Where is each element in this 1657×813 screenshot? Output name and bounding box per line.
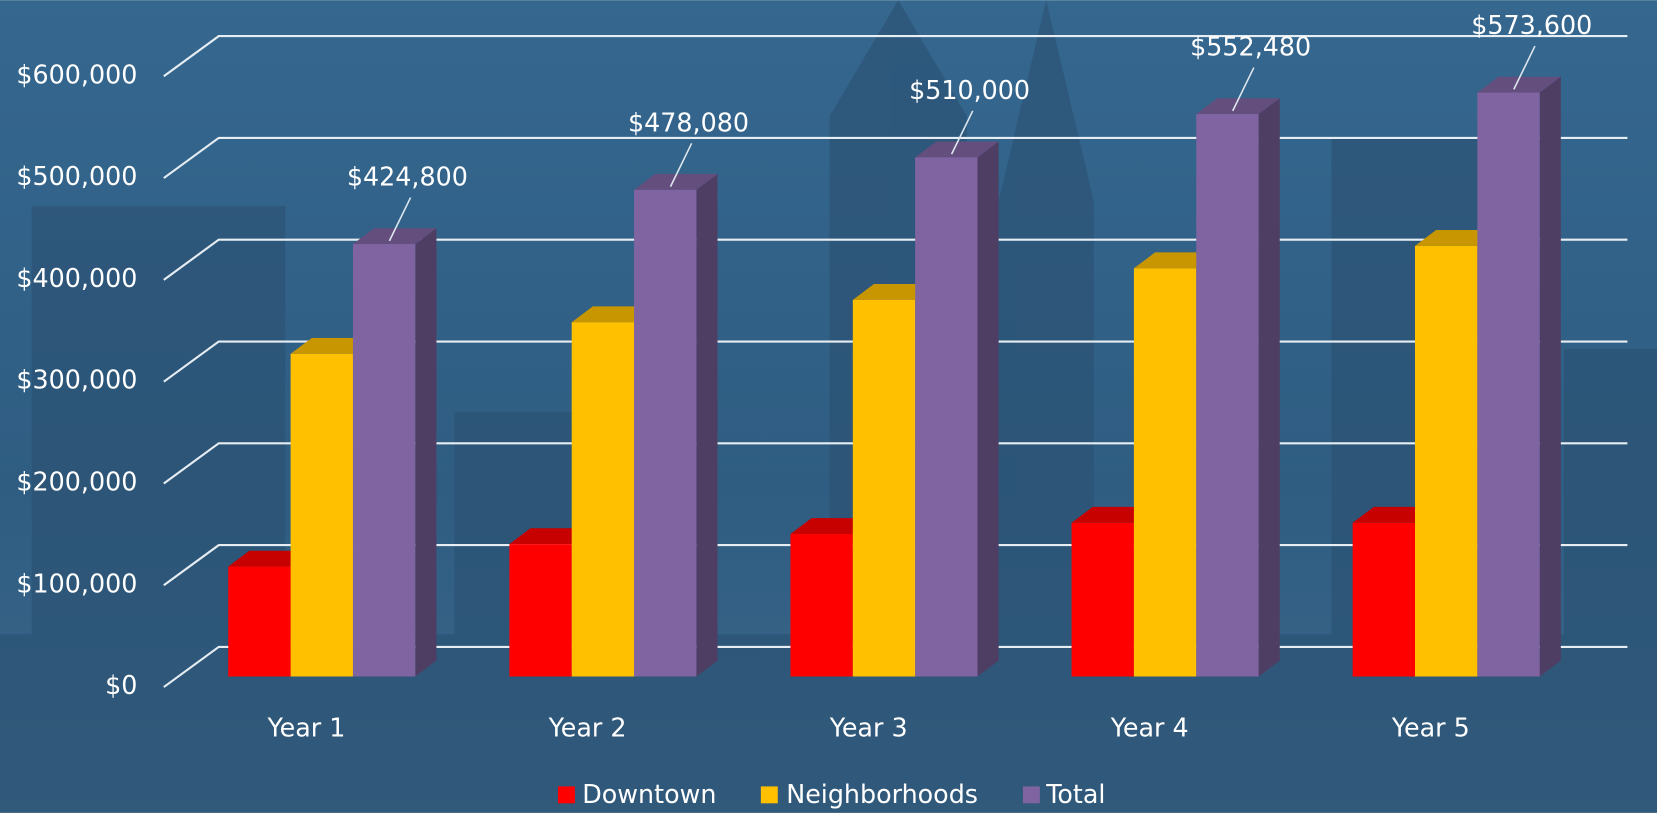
grid-line (163, 238, 1628, 281)
bar (790, 533, 853, 677)
bar-side (1539, 76, 1561, 677)
bar (1477, 92, 1540, 677)
x-tick-label: Year 5 (1391, 712, 1470, 742)
legend-swatch (557, 786, 575, 804)
legend: Downtown Neighborhoods Total (557, 779, 1105, 809)
y-tick-label: $300,000 (16, 365, 137, 395)
bar (634, 189, 697, 677)
value-label: $552,480 (1190, 32, 1311, 62)
bar (1352, 522, 1416, 677)
leader-line (669, 142, 693, 187)
bar (1133, 268, 1197, 677)
y-tick-label: $400,000 (16, 263, 137, 293)
bar (1071, 522, 1134, 677)
bar (352, 244, 416, 677)
bar-side (977, 141, 999, 677)
leader-line (950, 110, 974, 155)
x-tick-label: Year 3 (829, 712, 908, 742)
legend-swatch (1022, 786, 1040, 804)
leader-line (388, 197, 412, 242)
y-tick-label: $500,000 (16, 161, 137, 191)
bar-top (634, 173, 718, 190)
value-label: $573,600 (1471, 10, 1592, 40)
legend-label: Total (1045, 779, 1105, 809)
bar-top (915, 141, 999, 158)
bar (852, 299, 916, 677)
bar (228, 566, 291, 677)
bar-top (1477, 76, 1561, 93)
leader-line (1513, 45, 1536, 90)
bar-top (1196, 98, 1280, 115)
legend-swatch (760, 786, 778, 804)
leader-line (1231, 67, 1255, 112)
bar (915, 157, 978, 677)
grid-line (163, 136, 1628, 179)
bar (571, 322, 635, 677)
value-label: $510,000 (909, 75, 1030, 105)
bar (509, 544, 572, 677)
value-label: $424,800 (347, 162, 468, 192)
legend-label: Neighborhoods (786, 779, 978, 809)
labels: Year 1 $424,800 Year 2 $478,080 Year 3 $510,0… (267, 10, 1593, 742)
bars (228, 76, 1561, 677)
grid-line (163, 35, 1628, 78)
legend-label: Downtown (582, 779, 716, 809)
y-tick-label: $600,000 (16, 59, 137, 89)
bar (1196, 114, 1259, 677)
bar (1415, 245, 1478, 677)
y-tick-label: $0 (105, 670, 137, 700)
y-tick-label: $100,000 (16, 568, 137, 598)
bar-side (1258, 98, 1280, 677)
x-tick-label: Year 2 (548, 712, 627, 742)
bar-side (696, 173, 718, 677)
y-tick-label: $200,000 (16, 466, 137, 496)
bar (290, 353, 353, 677)
x-tick-label: Year 1 (267, 712, 346, 742)
bar-side (415, 228, 437, 677)
x-tick-label: Year 4 (1110, 712, 1189, 742)
value-label: $478,080 (628, 107, 749, 137)
bar-top (352, 228, 437, 245)
